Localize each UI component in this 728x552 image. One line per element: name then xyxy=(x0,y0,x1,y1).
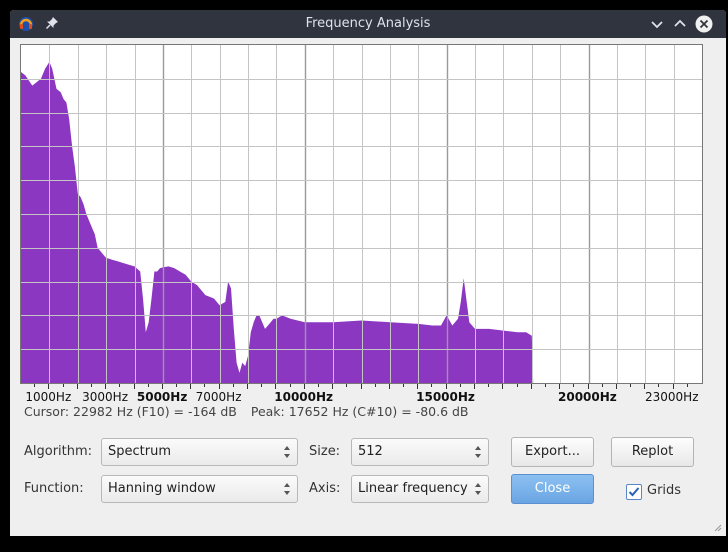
x-tick-label: 20000Hz xyxy=(558,390,617,404)
window-title: Frequency Analysis xyxy=(305,16,431,31)
spin-arrows-icon xyxy=(284,446,290,458)
frequency-axis: 1000Hz 3000Hz 5000Hz 7000Hz 10000Hz 15000Hz 20… xyxy=(20,384,703,408)
x-tick-label: 5000Hz xyxy=(136,390,188,404)
algorithm-select[interactable]: Spectrum xyxy=(101,438,298,466)
grid-lines xyxy=(21,45,702,383)
spectrum-plot[interactable] xyxy=(20,44,703,384)
algorithm-label: Algorithm: xyxy=(24,444,93,459)
frequency-analysis-window: Frequency Analysis 1000Hz 3000Hz 5000Hz 700… xyxy=(10,10,726,536)
size-value: 512 xyxy=(358,444,383,459)
resize-grip-icon[interactable] xyxy=(712,522,722,532)
spin-arrows-icon xyxy=(475,446,481,458)
cursor-readout: Cursor: 22982 Hz (F10) = -164 dB xyxy=(24,404,237,419)
x-tick-label: 3000Hz xyxy=(82,390,128,404)
tick-marks xyxy=(34,384,688,389)
grids-label: Grids xyxy=(647,483,682,498)
chevron-down-icon[interactable] xyxy=(648,15,666,33)
title-bar[interactable]: Frequency Analysis xyxy=(10,10,726,38)
close-icon[interactable] xyxy=(695,15,713,33)
audacity-icon xyxy=(19,17,33,31)
axis-value: Linear frequency xyxy=(358,481,468,496)
x-tick-label: 23000Hz xyxy=(645,390,699,404)
status-readout: Cursor: 22982 Hz (F10) = -164 dB Peak: 17… xyxy=(24,404,469,419)
checkmark-icon xyxy=(628,487,640,497)
x-tick-label: 10000Hz xyxy=(274,390,334,404)
spin-arrows-icon xyxy=(284,483,290,495)
chevron-up-icon[interactable] xyxy=(671,15,689,33)
spectrum-chart xyxy=(21,45,702,383)
x-tick-label: 15000Hz xyxy=(416,390,475,404)
replot-button[interactable]: Replot xyxy=(611,437,694,467)
peak-readout: Peak: 17652 Hz (C#10) = -80.6 dB xyxy=(250,404,469,419)
grids-checkbox[interactable] xyxy=(626,484,642,500)
axis-select[interactable]: Linear frequency xyxy=(351,475,489,503)
function-select[interactable]: Hanning window xyxy=(101,475,298,503)
algorithm-value: Spectrum xyxy=(108,444,171,459)
close-button[interactable]: Close xyxy=(511,474,594,504)
axis-label: Axis: xyxy=(309,481,341,496)
export-button[interactable]: Export... xyxy=(511,437,594,467)
size-label: Size: xyxy=(309,444,341,459)
spectrum-area xyxy=(21,61,534,383)
function-label: Function: xyxy=(24,481,84,496)
size-select[interactable]: 512 xyxy=(351,438,489,466)
pin-icon[interactable] xyxy=(45,16,59,30)
spin-arrows-icon xyxy=(475,483,481,495)
function-value: Hanning window xyxy=(108,481,216,496)
x-tick-label: 1000Hz xyxy=(25,390,72,404)
x-tick-label: 7000Hz xyxy=(195,390,242,404)
